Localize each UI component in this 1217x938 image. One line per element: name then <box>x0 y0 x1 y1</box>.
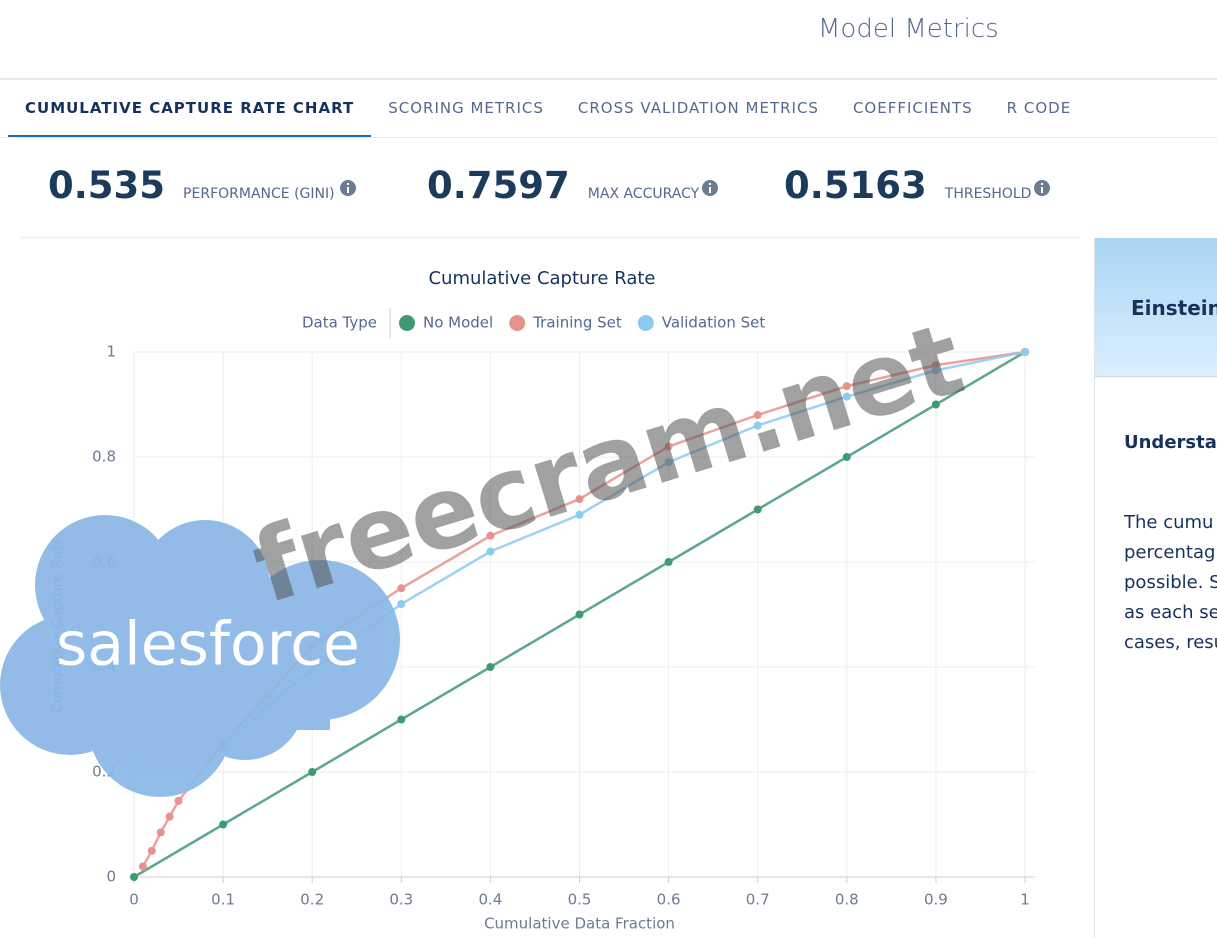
data-point <box>486 663 495 671</box>
y-tick-label: 0.8 <box>92 448 116 466</box>
divider <box>20 237 1080 238</box>
data-point <box>842 453 851 461</box>
info-icon[interactable] <box>338 178 358 198</box>
metric: 0.7597 MAX ACCURACY <box>427 164 720 207</box>
data-point <box>397 584 406 593</box>
data-point <box>842 392 851 401</box>
y-tick-label: 0.6 <box>92 553 116 571</box>
x-tick-label: 0.7 <box>746 891 770 909</box>
divider <box>0 137 1217 138</box>
data-point <box>147 846 156 855</box>
data-point <box>308 642 317 650</box>
data-point <box>486 547 495 556</box>
metric-value: 0.7597 <box>427 164 570 207</box>
panel-text: percentag <box>1124 542 1216 563</box>
panel-text: possible. S <box>1124 572 1217 593</box>
data-point <box>219 820 228 829</box>
divider <box>0 78 1217 80</box>
panel-text: The cumu <box>1124 512 1214 533</box>
data-point <box>664 558 673 566</box>
data-point <box>575 495 584 503</box>
metric-label: THRESHOLD <box>944 186 1032 202</box>
data-point <box>174 796 183 805</box>
x-tick-label: 0 <box>129 891 139 909</box>
tab[interactable]: CROSS VALIDATION METRICS <box>577 99 819 117</box>
data-point <box>263 702 272 711</box>
x-axis-label: Cumulative Data Fraction <box>484 915 675 933</box>
data-point <box>753 505 762 514</box>
tab[interactable]: SCORING METRICS <box>388 99 544 117</box>
data-point <box>138 862 147 871</box>
data-point <box>575 510 584 519</box>
y-axis-label: Cumulative Capture Rate <box>50 537 66 714</box>
x-tick-label: 0.9 <box>924 891 948 909</box>
legend-label: Validation Set <box>662 314 766 332</box>
series-line <box>222 350 1026 750</box>
metric-value: 0.5163 <box>784 164 927 207</box>
legend-label: No Model <box>423 314 493 332</box>
panel-header <box>1095 238 1217 377</box>
data-point <box>753 411 762 419</box>
data-point <box>165 812 174 821</box>
data-point <box>931 400 940 409</box>
x-tick-label: 1 <box>1020 891 1030 909</box>
tab[interactable]: R CODE <box>1006 99 1072 117</box>
legend-swatch <box>637 315 654 331</box>
x-tick-label: 0.5 <box>568 891 592 909</box>
x-tick-label: 0.3 <box>389 891 413 909</box>
data-point <box>308 665 317 674</box>
legend-label: Training Set <box>532 314 622 332</box>
data-point <box>219 744 228 753</box>
tab[interactable]: CUMULATIVE CAPTURE RATE CHART <box>8 84 372 138</box>
y-tick-label: 0 <box>106 868 116 886</box>
data-point <box>397 600 406 608</box>
legend-swatch <box>399 315 415 331</box>
x-tick-label: 0.4 <box>478 891 502 909</box>
x-tick-label: 0.8 <box>835 891 859 909</box>
data-point <box>842 382 851 391</box>
data-point <box>156 828 165 837</box>
data-point <box>664 442 673 451</box>
x-tick-label: 0.2 <box>300 891 324 909</box>
metric: 0.535 PERFORMANCE (GINI) <box>48 164 358 207</box>
data-point <box>397 715 406 724</box>
chart-title: Cumulative Capture Rate <box>428 268 655 289</box>
legend-title: Data Type <box>302 314 377 332</box>
chart: Cumulative Capture Rate Data Type No Model… <box>50 268 1035 933</box>
panel-text: as each se <box>1124 602 1217 623</box>
panel-heading: Understan <box>1124 432 1217 453</box>
y-tick-label: 1 <box>106 343 116 361</box>
x-tick-label: 0.6 <box>657 891 681 909</box>
data-point <box>486 531 495 540</box>
x-tick-label: 0.1 <box>211 891 235 909</box>
tab[interactable]: COEFFICIENTS <box>852 99 973 117</box>
data-point <box>664 458 673 467</box>
panel-title: Einstein <box>1131 296 1217 320</box>
tab-bar: CUMULATIVE CAPTURE RATE CHART SCORING ME… <box>8 84 1088 138</box>
legend-swatch <box>509 315 526 331</box>
y-tick-label: 0.2 <box>92 763 116 781</box>
info-icon[interactable] <box>1032 178 1052 198</box>
data-point <box>575 610 584 619</box>
side-panel: Einstein Understan The cumu percentag po… <box>1094 238 1217 938</box>
data-point <box>931 366 940 375</box>
info-icon[interactable] <box>700 178 720 198</box>
data-point <box>263 691 272 700</box>
panel-text: cases, resu <box>1124 632 1217 653</box>
metric: 0.5163 THRESHOLD <box>784 164 1052 207</box>
data-point <box>308 768 317 776</box>
metric-label: PERFORMANCE (GINI) <box>183 186 335 202</box>
metric-label: MAX ACCURACY <box>587 186 700 202</box>
data-point <box>1021 348 1029 356</box>
page-title: Model Metrics <box>818 14 999 44</box>
data-point <box>753 421 762 430</box>
metric-value: 0.535 <box>48 164 166 207</box>
y-tick-label: 0.4 <box>92 658 116 676</box>
data-point <box>130 873 138 881</box>
